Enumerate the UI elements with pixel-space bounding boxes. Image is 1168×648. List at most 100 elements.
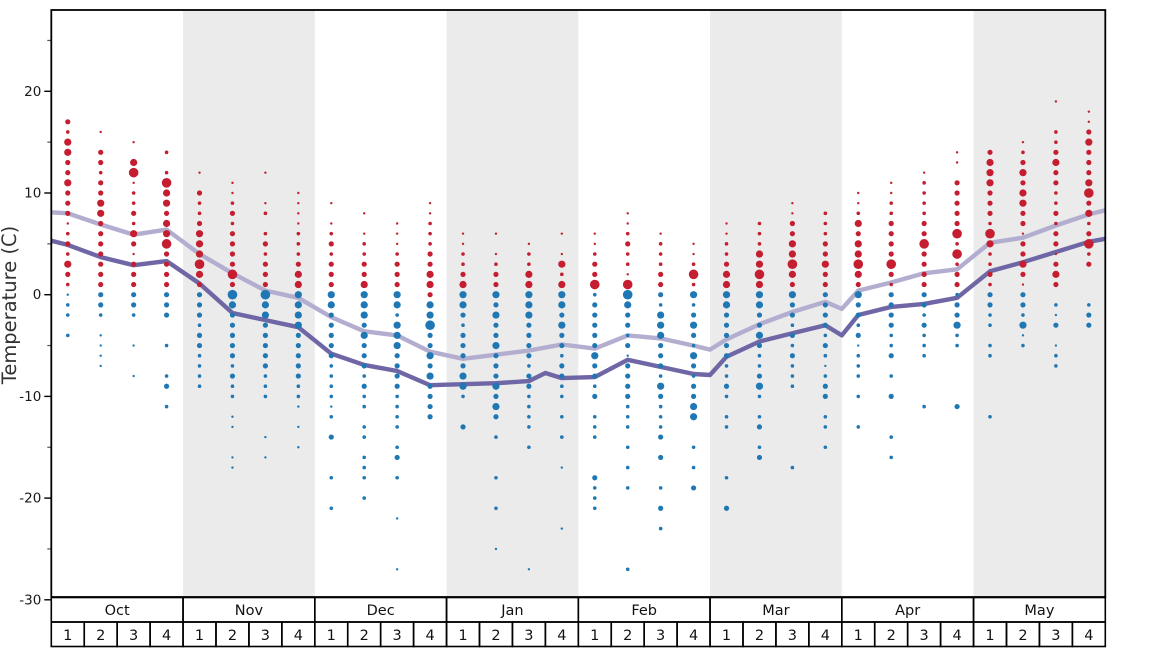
high-dot-apr1 [855, 231, 861, 237]
low-dot-mar3 [789, 302, 795, 308]
low-dot-dec2 [362, 496, 367, 500]
low-dot-apr2 [889, 435, 894, 439]
high-dot-feb1 [592, 252, 597, 256]
low-dot-apr1 [856, 353, 861, 358]
low-dot-feb3 [657, 382, 665, 390]
high-dot-mar2 [755, 280, 764, 289]
low-dot-nov3 [262, 332, 268, 338]
high-dot-nov1 [197, 201, 202, 205]
low-dot-oct4 [164, 343, 169, 348]
low-dot-apr3 [922, 333, 926, 338]
high-dot-may4 [1086, 149, 1092, 155]
low-dot-may2 [1019, 321, 1027, 329]
high-dot-apr4 [954, 200, 960, 206]
low-dot-jan4 [559, 332, 565, 338]
high-dot-may4 [1086, 129, 1092, 135]
high-dot-oct3 [131, 261, 137, 267]
high-dot-may2 [1020, 159, 1026, 166]
low-dot-mar1 [722, 301, 731, 309]
high-dot-mar1 [724, 252, 729, 256]
low-dot-feb1 [592, 435, 597, 439]
low-dot-feb1 [592, 373, 598, 379]
high-dot-mar3 [791, 201, 794, 205]
low-dot-nov4 [294, 311, 302, 319]
low-dot-jan1 [459, 291, 467, 299]
high-dot-mar4 [823, 231, 828, 236]
high-dot-oct1 [65, 231, 70, 236]
high-dot-nov4 [296, 231, 301, 236]
low-dot-feb4 [690, 485, 697, 491]
high-dot-nov1 [196, 281, 203, 288]
low-dot-dec2 [361, 322, 367, 328]
high-dot-nov2 [231, 181, 234, 185]
high-dot-oct4 [164, 170, 169, 175]
low-dot-nov1 [197, 353, 202, 358]
high-dot-feb4 [688, 269, 699, 280]
high-dot-mar1 [723, 261, 730, 267]
low-dot-jan1 [460, 312, 466, 318]
high-dot-may4 [1086, 170, 1092, 176]
high-dot-may1 [988, 262, 992, 266]
high-dot-nov2 [229, 251, 236, 257]
low-dot-feb3 [658, 393, 664, 399]
high-dot-mar2 [757, 231, 762, 236]
low-dot-feb4 [691, 445, 696, 450]
high-dot-oct4 [163, 271, 170, 277]
low-dot-feb3 [658, 374, 663, 378]
month-label-dec: Dec [367, 603, 395, 619]
high-dot-nov1 [195, 270, 204, 278]
high-dot-may4 [1087, 120, 1091, 124]
high-dot-nov1 [195, 230, 204, 238]
low-dot-apr3 [921, 322, 927, 328]
low-dot-nov3 [262, 363, 268, 369]
low-dot-jan3 [526, 373, 532, 379]
low-dot-may3 [1054, 344, 1058, 347]
high-dot-oct1 [65, 170, 71, 176]
low-dot-mar4 [823, 445, 828, 450]
high-dot-may3 [1054, 252, 1058, 256]
low-dot-jan3 [527, 414, 531, 419]
low-dot-jan2 [493, 393, 499, 399]
low-dot-mar4 [822, 393, 828, 399]
low-dot-feb3 [658, 454, 664, 461]
low-dot-dec3 [395, 414, 399, 419]
high-dot-jan3 [527, 262, 531, 266]
low-dot-nov1 [196, 292, 203, 298]
high-dot-may2 [1021, 232, 1025, 235]
low-dot-apr2 [888, 393, 894, 399]
low-dot-apr2 [889, 455, 894, 460]
high-dot-oct1 [65, 241, 71, 247]
high-dot-nov4 [297, 222, 300, 225]
high-dot-may1 [988, 221, 992, 226]
high-dot-may1 [987, 149, 993, 155]
low-dot-dec1 [327, 301, 335, 309]
low-dot-feb2 [625, 383, 631, 389]
low-dot-mar2 [755, 331, 764, 339]
low-dot-jan2 [492, 341, 500, 350]
low-dot-dec1 [329, 364, 334, 368]
high-dot-may1 [987, 200, 993, 206]
low-dot-oct4 [163, 312, 170, 318]
high-dot-oct3 [132, 181, 135, 185]
high-dot-apr4 [954, 180, 960, 186]
high-dot-may3 [1054, 201, 1058, 205]
high-dot-oct3 [131, 191, 136, 195]
high-dot-apr4 [955, 242, 959, 246]
high-dot-nov2 [227, 269, 238, 280]
week-label: 1 [458, 628, 467, 644]
low-dot-jan3 [527, 568, 531, 571]
month-label-feb: Feb [631, 603, 657, 619]
high-dot-oct3 [132, 252, 135, 256]
high-dot-apr3 [921, 261, 927, 267]
month-label-jan: Jan [500, 603, 523, 619]
low-dot-nov3 [263, 384, 268, 389]
high-dot-oct2 [98, 190, 104, 196]
high-dot-apr1 [855, 281, 861, 288]
high-dot-nov3 [264, 171, 267, 174]
low-dot-nov3 [262, 322, 268, 328]
high-dot-feb1 [592, 261, 598, 267]
high-dot-oct2 [97, 199, 105, 207]
low-dot-feb1 [591, 352, 599, 360]
high-dot-apr4 [955, 161, 959, 164]
